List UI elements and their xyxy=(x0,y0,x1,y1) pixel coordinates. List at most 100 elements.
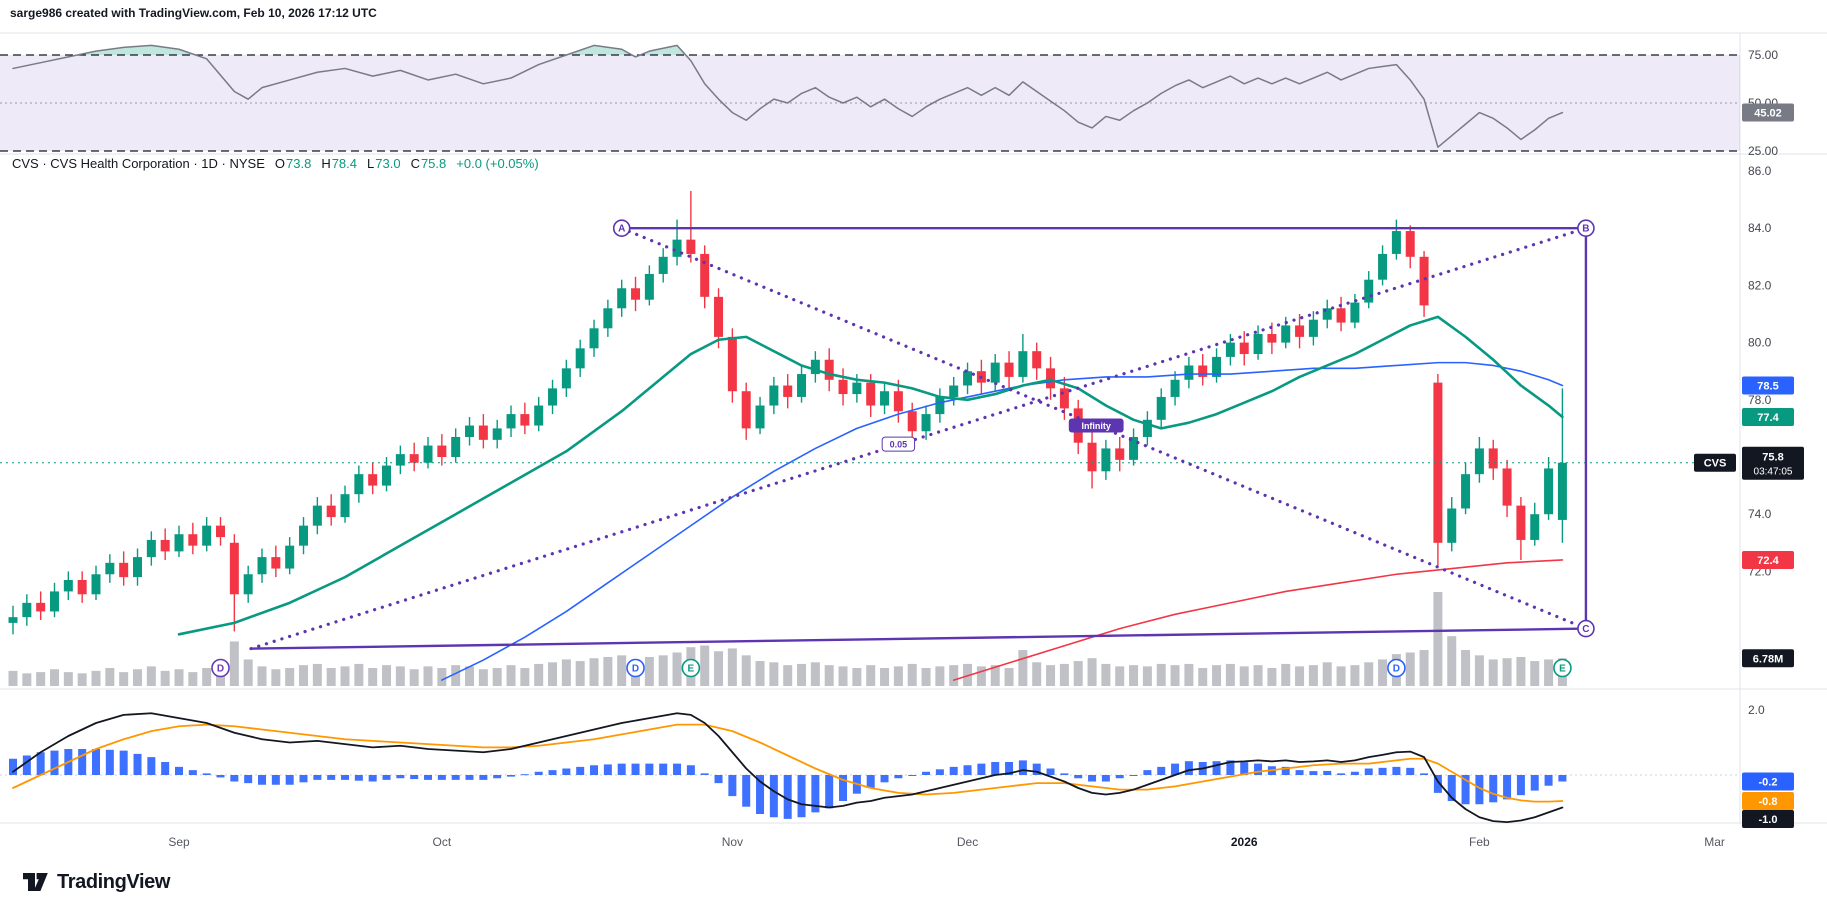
volume-bar xyxy=(617,655,627,686)
macd-histogram-bar xyxy=(963,765,972,775)
candle-body xyxy=(1502,468,1512,506)
macd-histogram-bar xyxy=(1489,775,1498,803)
volume-bar xyxy=(921,668,931,686)
macd-histogram-bar xyxy=(756,775,765,814)
volume-bar xyxy=(382,665,392,686)
macd-histogram-bar xyxy=(894,775,903,779)
svg-text:03:47:05: 03:47:05 xyxy=(1754,467,1793,478)
svg-text:CVS: CVS xyxy=(1704,458,1727,470)
drawing-chip-0.05[interactable]: 0.05 xyxy=(881,436,916,452)
event-marker-D[interactable]: D xyxy=(211,658,230,678)
candle-body xyxy=(1322,308,1332,320)
time-scale-axis[interactable]: Sep Oct Nov Dec 2026 Feb Mar xyxy=(168,835,1725,849)
volume-bar xyxy=(1378,659,1388,686)
ma-value-badge: 77.4 xyxy=(1742,407,1794,426)
macd-histogram-bar xyxy=(769,775,778,818)
svg-text:74.0: 74.0 xyxy=(1748,507,1772,521)
candle-body xyxy=(326,505,336,518)
candle-body xyxy=(783,385,793,397)
candle-body xyxy=(451,436,461,457)
candle-body xyxy=(105,562,115,575)
svg-text:72.4: 72.4 xyxy=(1757,555,1779,567)
volume-bar xyxy=(437,668,447,686)
drawing-point-B[interactable]: B xyxy=(1577,219,1595,237)
volume-bar xyxy=(1059,663,1069,686)
volume-bar xyxy=(755,661,765,686)
macd-histogram-bar xyxy=(105,749,114,775)
macd-histogram-bar xyxy=(1254,763,1263,775)
volume-bar xyxy=(395,666,405,686)
candle-body xyxy=(133,557,143,578)
svg-text:75.00: 75.00 xyxy=(1748,48,1778,62)
volume-bar xyxy=(202,668,212,686)
macd-histogram-bar xyxy=(1530,775,1539,791)
svg-text:2026: 2026 xyxy=(1231,835,1258,849)
macd-histogram-bar xyxy=(548,770,557,775)
svg-text:E: E xyxy=(688,664,695,675)
volume-bar xyxy=(271,669,281,686)
volume-bar xyxy=(354,663,364,686)
chart-canvas[interactable]: A B C 0.05 Infinity D D E D E 75.0050.0025.0045.0… xyxy=(0,0,1827,858)
drawing-chip-Infinity[interactable]: Infinity xyxy=(1068,418,1124,433)
candle-body xyxy=(36,602,46,612)
macd-histogram-bar xyxy=(659,763,668,775)
candle-body xyxy=(119,562,129,578)
macd-histogram-bar xyxy=(1461,775,1470,805)
candle-body xyxy=(1308,319,1318,337)
volume-bar xyxy=(1447,636,1457,686)
macd-histogram-bar xyxy=(147,757,156,775)
volume-bar xyxy=(907,663,917,686)
macd-histogram-bar xyxy=(1503,775,1512,800)
candle-body xyxy=(229,542,239,595)
macd-histogram-bar xyxy=(202,773,211,775)
volume-bar xyxy=(1350,665,1360,686)
macd-histogram-bar xyxy=(1364,768,1373,775)
macd-histogram-bar xyxy=(1406,767,1415,775)
candle-body xyxy=(409,454,419,463)
candle-body xyxy=(478,425,488,440)
macd-histogram-bar xyxy=(645,763,654,775)
tradingview-logo[interactable]: TradingView xyxy=(22,870,170,894)
macd-histogram-bar xyxy=(1475,775,1484,805)
drawing-point-C[interactable]: C xyxy=(1577,619,1595,638)
macd-histogram-bar xyxy=(424,775,433,780)
volume-bar xyxy=(1004,668,1014,686)
macd-histogram-bar xyxy=(1516,775,1525,796)
candle-body xyxy=(382,465,392,486)
event-marker-E[interactable]: E xyxy=(1553,658,1572,678)
trendline-solid[interactable] xyxy=(250,627,1586,650)
event-marker-E[interactable]: E xyxy=(681,658,701,678)
volume-bar xyxy=(77,673,87,686)
volume-bar xyxy=(1212,665,1222,686)
volume-bar xyxy=(506,665,516,686)
volume-bar xyxy=(880,668,890,686)
event-marker-D[interactable]: D xyxy=(1387,658,1406,678)
candle-body xyxy=(1170,379,1180,397)
volume-bar xyxy=(727,648,737,686)
drawing-tools-layer[interactable]: A B C 0.05 Infinity D D E D E xyxy=(211,219,1595,678)
macd-histogram-bar xyxy=(50,750,59,775)
trendline-dotted[interactable] xyxy=(249,226,1588,651)
volume-bar xyxy=(603,656,613,686)
candle-body xyxy=(824,359,834,380)
svg-text:E: E xyxy=(1559,664,1566,675)
svg-text:C: C xyxy=(1582,624,1589,635)
volume-bar xyxy=(534,663,544,686)
drawing-point-A[interactable]: A xyxy=(612,219,631,237)
macd-histogram-bar xyxy=(230,775,239,782)
svg-text:0.05: 0.05 xyxy=(890,440,908,450)
volume-bar xyxy=(1142,666,1152,686)
candle-body xyxy=(423,445,433,463)
macd-histogram-bar xyxy=(1212,761,1221,775)
candle-body xyxy=(160,539,170,552)
price-scale-axis[interactable]: 75.0050.0025.0045.0286.084.082.080.078.0… xyxy=(1694,48,1804,828)
macd-histogram-bar xyxy=(161,762,170,775)
svg-text:Mar: Mar xyxy=(1704,835,1725,849)
volume-bar xyxy=(105,668,115,686)
candle-body xyxy=(727,336,737,392)
last-price-badge: 75.8 03:47:05 xyxy=(1742,446,1804,480)
event-marker-D[interactable]: D xyxy=(626,658,645,678)
macd-histogram-bar xyxy=(1323,770,1332,775)
candle-body xyxy=(50,591,60,612)
macd-histogram-bar xyxy=(396,775,405,779)
